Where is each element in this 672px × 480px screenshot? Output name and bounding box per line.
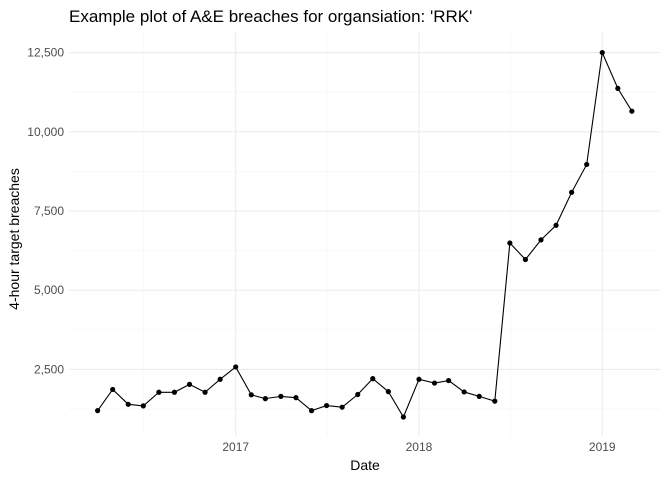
y-tick-label: 12,500 <box>27 46 64 60</box>
data-point <box>248 392 254 398</box>
y-tick-label: 7,500 <box>34 204 64 218</box>
data-point <box>355 391 361 398</box>
x-tick-label: 2019 <box>589 440 616 454</box>
x-axis-title: Date <box>350 457 380 473</box>
y-axis-title: 4-hour target breaches <box>6 168 22 310</box>
data-point <box>599 49 605 56</box>
data-point <box>431 380 438 386</box>
x-tick-label: 2017 <box>222 440 249 454</box>
x-tick-label: 2018 <box>406 440 433 454</box>
data-point <box>110 386 116 393</box>
gridlines <box>69 32 660 436</box>
data-point <box>202 389 208 395</box>
chart-title: Example plot of A&E breaches for organsi… <box>69 7 472 26</box>
data-point <box>538 237 544 243</box>
data-point <box>95 408 101 414</box>
data-point <box>217 376 223 382</box>
data-point <box>492 398 498 404</box>
data-point <box>584 161 590 168</box>
data-point <box>385 389 391 395</box>
data-point <box>278 393 284 399</box>
data-point <box>522 256 529 263</box>
data-point <box>262 396 268 402</box>
data-point <box>171 389 178 395</box>
data-point <box>446 377 452 384</box>
data-point <box>156 389 162 395</box>
data-point <box>569 189 575 195</box>
y-tick-label: 10,000 <box>27 125 64 139</box>
y-tick-label: 5,000 <box>34 283 64 297</box>
data-point <box>507 240 513 246</box>
y-axis-ticks: 2,500 5,000 7,500 10,000 12,500 <box>27 46 64 377</box>
data-point <box>416 376 422 382</box>
data-point <box>186 381 193 387</box>
data-point <box>553 222 559 228</box>
series-line <box>97 50 633 419</box>
data-series <box>95 49 635 420</box>
y-tick-label: 2,500 <box>34 362 64 376</box>
data-point <box>293 395 299 401</box>
data-point <box>629 108 635 114</box>
data-point <box>125 401 131 407</box>
data-point <box>370 376 376 382</box>
data-point <box>140 403 146 409</box>
data-point <box>400 414 407 420</box>
data-point <box>233 364 239 370</box>
data-point <box>461 389 467 395</box>
data-point <box>323 402 330 409</box>
data-point <box>308 408 315 414</box>
x-axis-ticks: 2017 2018 2019 <box>222 440 616 454</box>
data-point <box>615 85 621 92</box>
data-point <box>476 393 482 399</box>
data-point <box>339 404 345 410</box>
